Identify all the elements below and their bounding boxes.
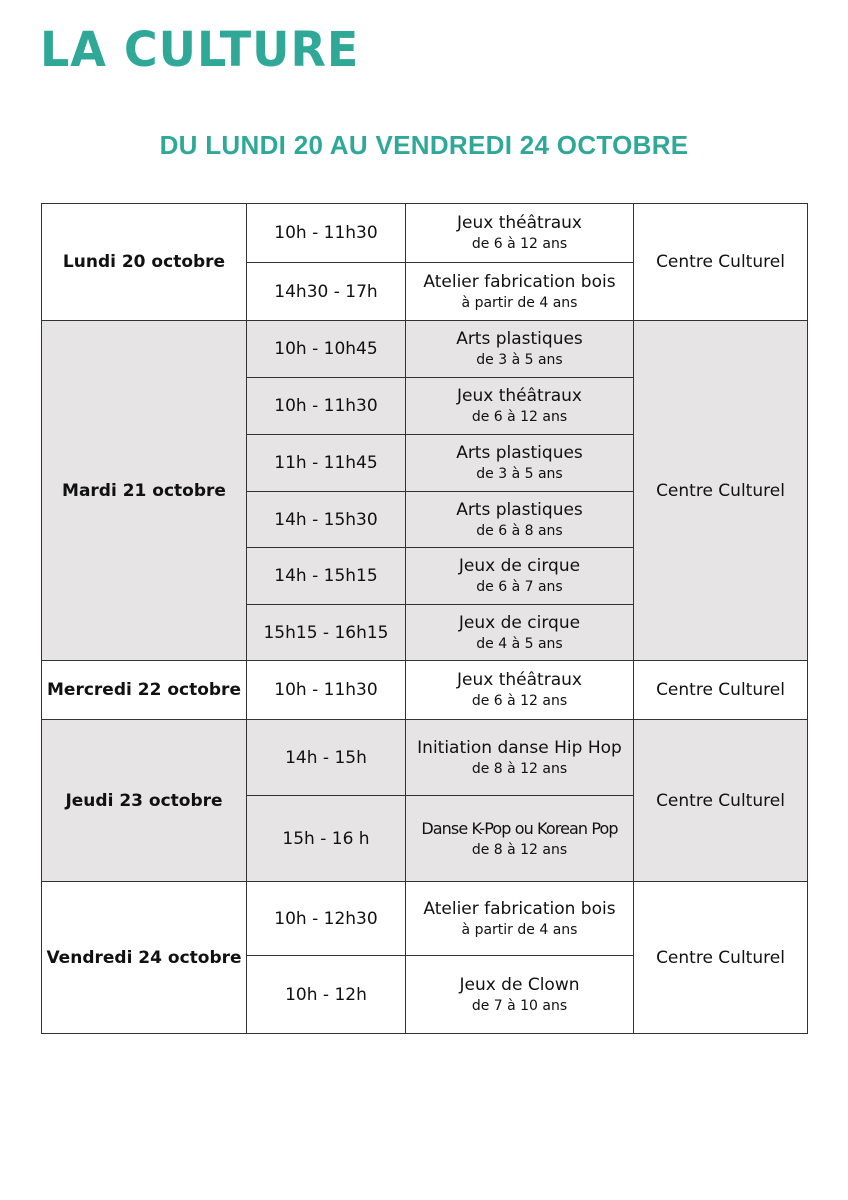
time-cell: 11h - 11h45 bbox=[246, 434, 406, 492]
activity-name: Danse K-Pop ou Korean Pop bbox=[421, 818, 618, 838]
table-row: 14h30 - 17h Atelier fabrication bois à par… bbox=[42, 262, 808, 321]
table-row: 10h - 11h30 Jeux théâtraux de 6 à 12 ans bbox=[42, 377, 808, 435]
time-cell: 14h - 15h30 bbox=[246, 491, 406, 548]
activity-name: Jeux théâtraux bbox=[457, 670, 582, 690]
time-cell: 15h15 - 16h15 bbox=[246, 604, 406, 661]
activity-cell: Jeux théâtraux de 6 à 12 ans bbox=[405, 377, 634, 435]
activity-cell: Arts plastiques de 6 à 8 ans bbox=[405, 491, 634, 548]
location-cell: Centre Culturel bbox=[633, 660, 808, 720]
activity-cell: Jeux de cirque de 4 à 5 ans bbox=[405, 604, 634, 661]
table-row: Mardi 21 octobre 10h - 10h45 Arts plastiqu… bbox=[41, 320, 808, 661]
activity-name: Initiation danse Hip Hop bbox=[417, 737, 622, 758]
activity-name: Jeux théâtraux bbox=[457, 213, 582, 233]
activity-ages: de 3 à 5 ans bbox=[476, 466, 563, 482]
activity-name: Arts plastiques bbox=[456, 329, 583, 349]
table-row: Jeudi 23 octobre 14h - 15h Initiation dans… bbox=[41, 719, 808, 882]
time-cell: 10h - 11h30 bbox=[246, 203, 406, 263]
activity-cell: Arts plastiques de 3 à 5 ans bbox=[405, 434, 634, 492]
day-cell: Mercredi 22 octobre bbox=[41, 660, 247, 720]
table-row: 15h15 - 16h15 Jeux de cirque de 4 à 5 ans bbox=[42, 604, 808, 661]
schedule-table: Lundi 20 octobre 10h - 11h30 Jeux théâtrau… bbox=[41, 203, 808, 1034]
time-cell: 10h - 11h30 bbox=[246, 660, 406, 720]
time-cell: 10h - 11h30 bbox=[246, 377, 406, 435]
table-row: 14h - 15h15 Jeux de cirque de 6 à 7 ans bbox=[42, 547, 808, 605]
activity-ages: de 4 à 5 ans bbox=[476, 635, 563, 652]
day-cell: Mardi 21 octobre bbox=[41, 320, 247, 661]
activity-ages: de 6 à 12 ans bbox=[471, 236, 568, 252]
activity-ages: de 8 à 12 ans bbox=[471, 841, 568, 858]
activity-name: Jeux théâtraux bbox=[457, 386, 582, 406]
table-row: 14h - 15h30 Arts plastiques de 6 à 8 ans bbox=[42, 491, 808, 548]
activity-name: Arts plastiques bbox=[456, 443, 583, 463]
time-cell: 10h - 10h45 bbox=[246, 320, 406, 378]
time-cell: 10h - 12h30 bbox=[246, 881, 406, 956]
activity-ages: de 6 à 12 ans bbox=[471, 409, 568, 425]
activity-ages: de 8 à 12 ans bbox=[471, 760, 568, 777]
activity-ages: à partir de 4 ans bbox=[461, 294, 578, 311]
activity-cell: Jeux théâtraux de 6 à 12 ans bbox=[405, 203, 634, 263]
location-cell: Centre Culturel bbox=[633, 881, 808, 1034]
activity-cell: Jeux de Clown de 7 à 10 ans bbox=[405, 955, 634, 1034]
activity-cell: Danse K-Pop ou Korean Pop de 8 à 12 ans bbox=[405, 795, 634, 882]
table-row: Lundi 20 octobre 10h - 11h30 Jeux théâtrau… bbox=[41, 203, 808, 321]
time-cell: 10h - 12h bbox=[246, 955, 406, 1034]
activity-name: Jeux de cirque bbox=[458, 612, 581, 633]
activity-name: Jeux de cirque bbox=[458, 556, 581, 576]
location-cell: Centre Culturel bbox=[633, 203, 808, 321]
table-row: 15h - 16 h Danse K-Pop ou Korean Pop de 8 … bbox=[42, 795, 808, 882]
time-cell: 14h30 - 17h bbox=[246, 262, 406, 321]
time-cell: 14h - 15h bbox=[246, 719, 406, 796]
activity-cell: Atelier fabrication bois à partir de 4 an… bbox=[405, 881, 634, 956]
table-row: 10h - 12h Jeux de Clown de 7 à 10 ans bbox=[42, 955, 808, 1034]
day-cell: Lundi 20 octobre bbox=[41, 203, 247, 321]
activity-ages: de 6 à 12 ans bbox=[471, 693, 568, 709]
activity-ages: de 7 à 10 ans bbox=[471, 997, 568, 1014]
activity-cell: Jeux de cirque de 6 à 7 ans bbox=[405, 547, 634, 605]
activity-cell: Atelier fabrication bois à partir de 4 an… bbox=[405, 262, 634, 321]
activity-cell: Arts plastiques de 3 à 5 ans bbox=[405, 320, 634, 378]
activity-ages: à partir de 4 ans bbox=[461, 921, 578, 938]
activity-ages: de 3 à 5 ans bbox=[476, 352, 563, 368]
page-subtitle: DU LUNDI 20 AU VENDREDI 24 OCTOBRE bbox=[159, 130, 689, 160]
table-row: 11h - 11h45 Arts plastiques de 3 à 5 ans bbox=[42, 434, 808, 492]
location-cell: Centre Culturel bbox=[633, 320, 808, 661]
activity-cell: Jeux théâtraux de 6 à 12 ans bbox=[405, 660, 634, 720]
location-cell: Centre Culturel bbox=[633, 719, 808, 882]
table-row: Vendredi 24 octobre 10h - 12h30 Atelier fa… bbox=[41, 881, 808, 1034]
table-row: Mercredi 22 octobre 10h - 11h30 Jeux théât… bbox=[41, 660, 808, 720]
activity-cell: Initiation danse Hip Hop de 8 à 12 ans bbox=[405, 719, 634, 796]
day-cell: Jeudi 23 octobre bbox=[41, 719, 247, 882]
activity-name: Atelier fabrication bois bbox=[423, 898, 616, 919]
activity-name: Atelier fabrication bois bbox=[423, 271, 616, 292]
time-cell: 15h - 16 h bbox=[246, 795, 406, 882]
activity-name: Jeux de Clown bbox=[459, 974, 580, 995]
activity-name: Arts plastiques bbox=[456, 499, 583, 520]
day-cell: Vendredi 24 octobre bbox=[41, 881, 247, 1034]
logo-title: LA CULTURE bbox=[40, 20, 360, 78]
time-cell: 14h - 15h15 bbox=[246, 547, 406, 605]
activity-ages: de 6 à 7 ans bbox=[476, 579, 563, 595]
activity-ages: de 6 à 8 ans bbox=[476, 522, 563, 539]
